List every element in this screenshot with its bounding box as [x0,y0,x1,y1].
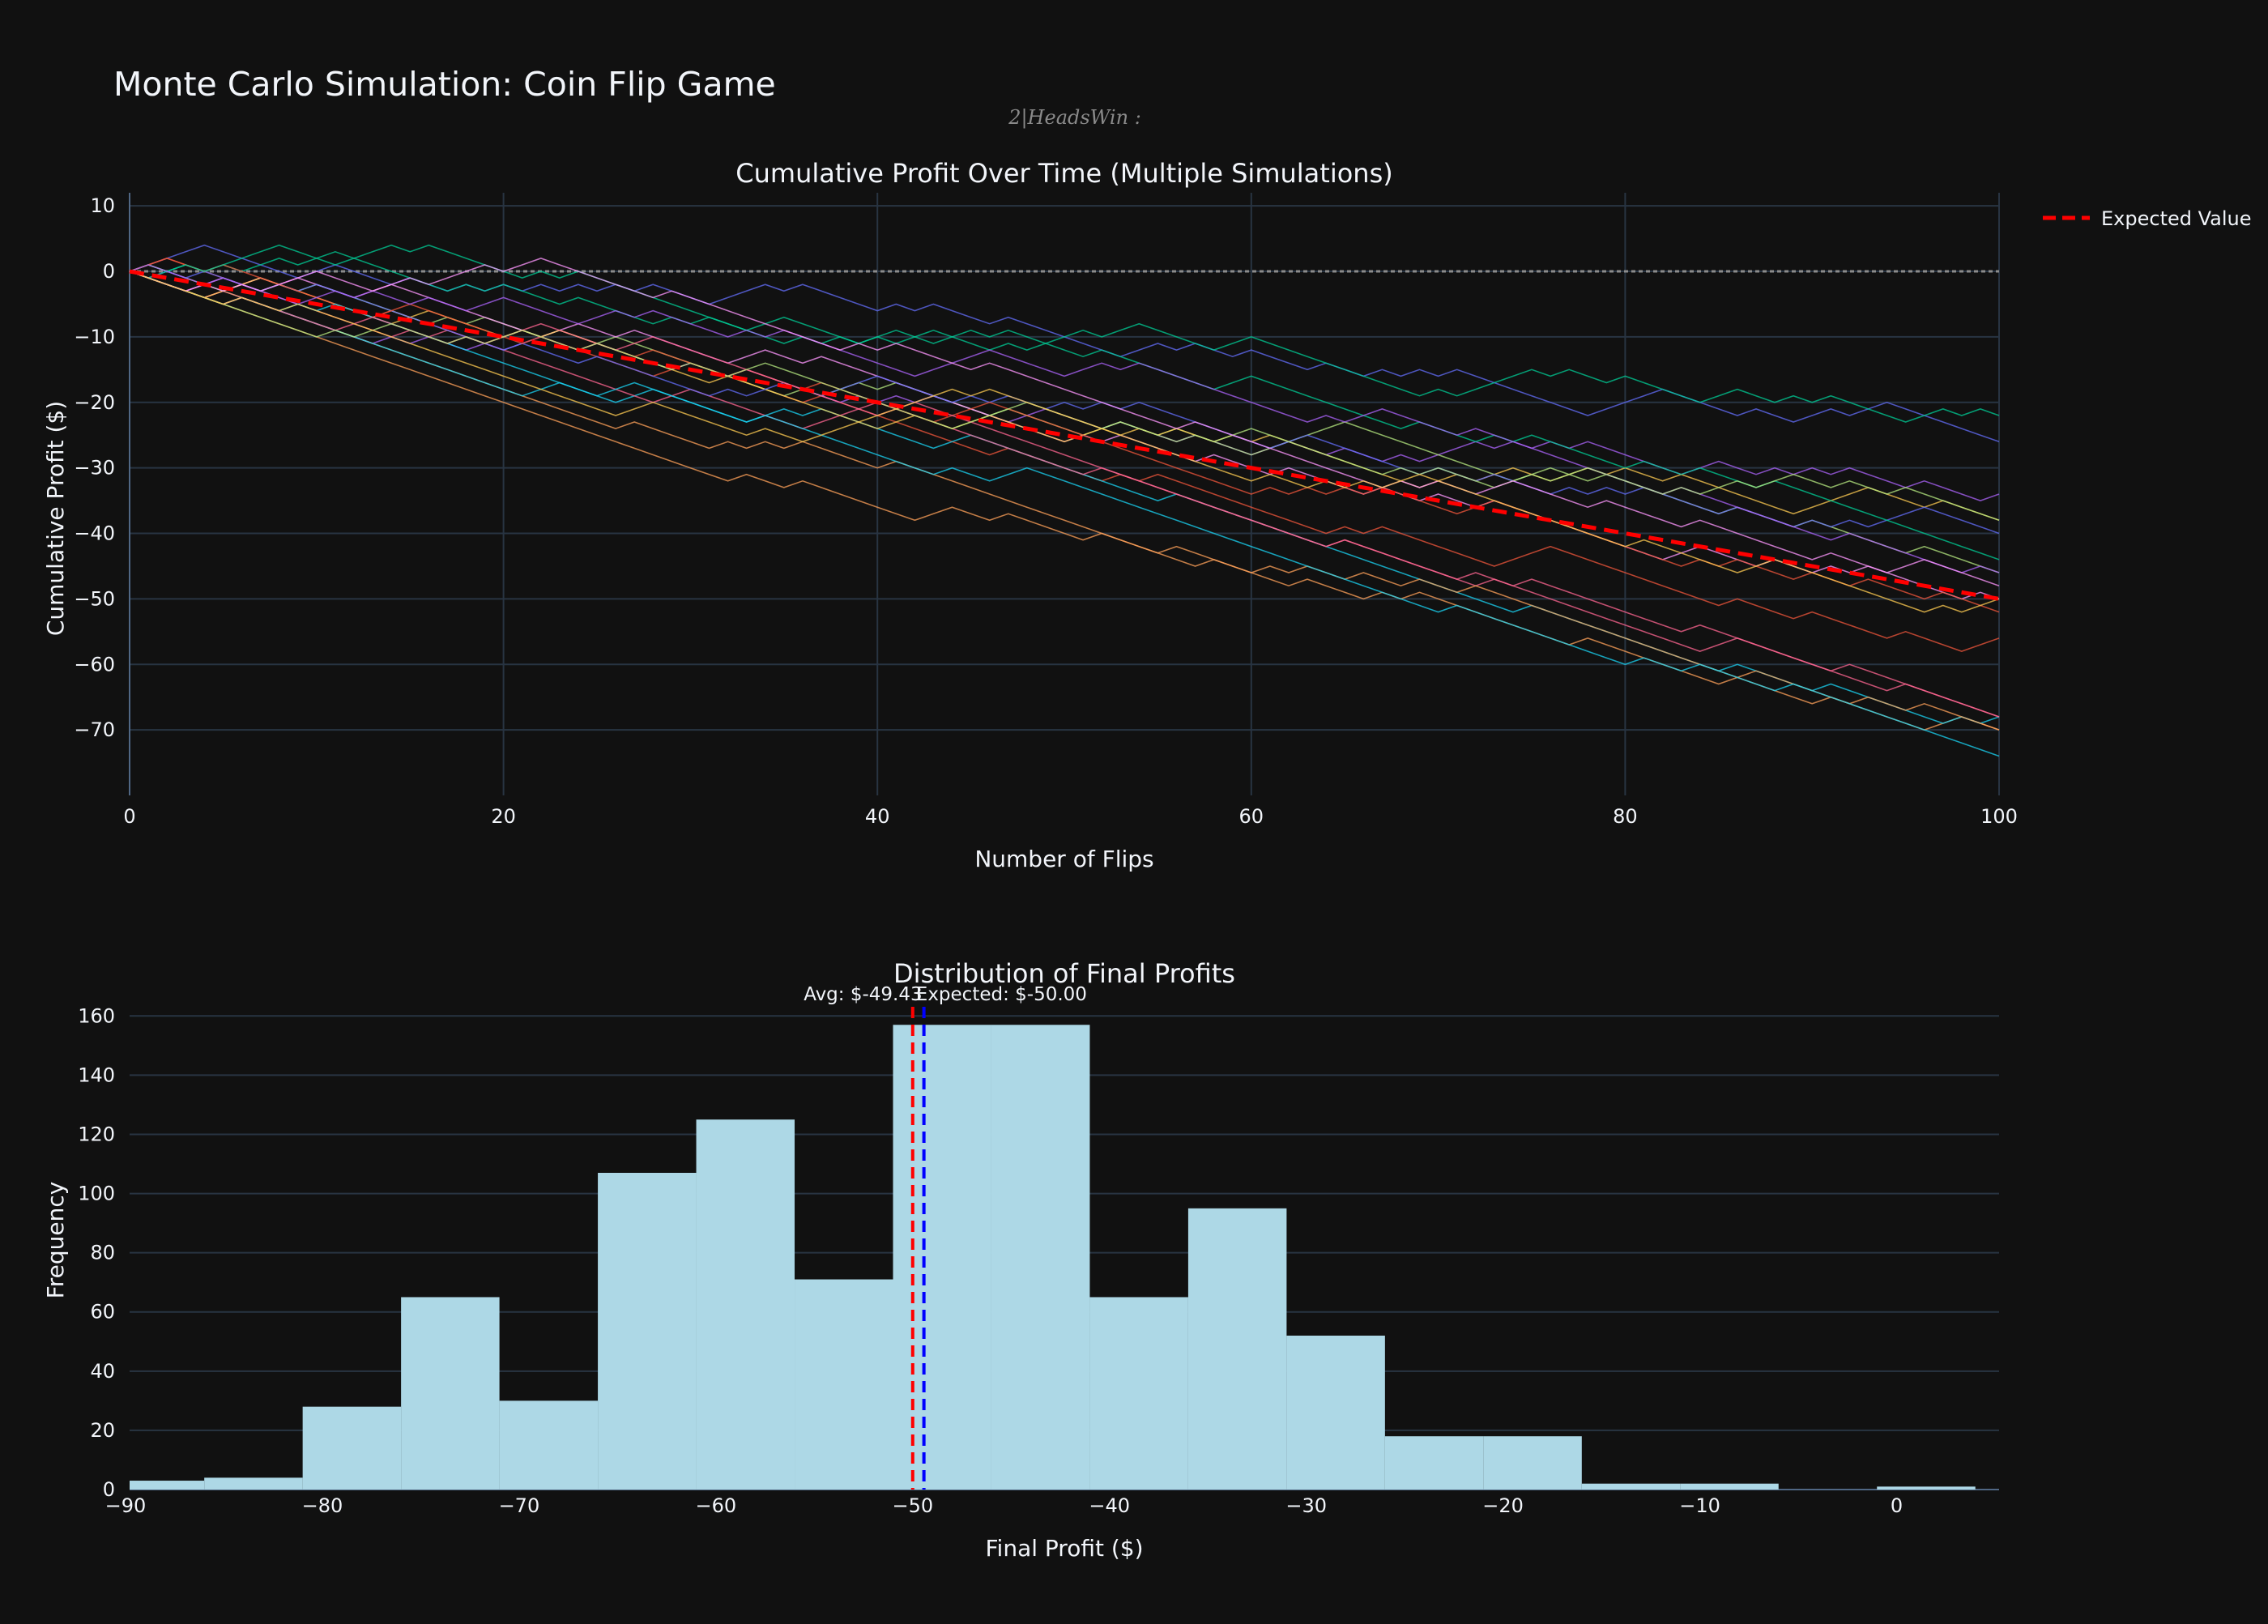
y-tick-label: 120 [78,1123,115,1145]
histogram-bar [1483,1436,1582,1490]
cumulative-profit-xlabel: Number of Flips [974,846,1153,872]
simulation-line [129,244,2000,561]
simulation-line [129,271,2000,718]
figure-title: Monte Carlo Simulation: Coin Flip Game [113,65,776,104]
y-tick-label: 0 [103,1478,115,1501]
x-tick-label: 20 [491,805,516,828]
y-tick-label: −30 [74,457,115,480]
cumulative-profit-title: Cumulative Profit Over Time (Multiple Si… [735,158,1392,189]
histogram-bar [795,1279,893,1490]
simulation-line [129,271,2000,613]
y-tick-label: −40 [74,522,115,545]
simulation-line [129,258,2000,613]
simulation-line [129,258,2000,586]
x-tick-label: 0 [1891,1494,1903,1517]
distribution-ticks: −90 −80 −70 −60 −50 −40 −30 −20 −10 0 0 20 40 60 80 100… [78,1004,1903,1517]
distribution-title: Distribution of Final Profits [893,958,1235,989]
histogram-bar [1089,1297,1188,1490]
histogram-bar [499,1400,599,1490]
histogram-bar [1581,1483,1681,1490]
y-tick-label: −70 [74,718,115,741]
histogram-bar [130,1481,205,1490]
expected-annotation: Expected: $-50.00 [916,984,1087,1005]
y-tick-label: 10 [90,194,115,217]
x-tick-label: 0 [123,805,135,828]
y-tick-label: 0 [103,260,115,283]
simulation-line [129,271,2000,718]
histogram-bar [1384,1436,1484,1490]
x-tick-label: −50 [892,1494,933,1517]
distribution-xlabel: Final Profit ($) [985,1535,1143,1562]
cumulative-profit-gridlines [129,193,2000,795]
simulation-line [129,271,2000,501]
x-tick-label: 100 [1980,805,2018,828]
histogram-bar [1877,1486,1976,1490]
distribution-ylabel: Frequency [42,1182,69,1299]
distribution-panel: −90 −80 −70 −60 −50 −40 −30 −20 −10 0 0 20 40 60 80 100… [42,958,1999,1562]
histogram-bar [401,1297,500,1490]
x-tick-label: 40 [865,805,890,828]
expected-value-line [129,269,2000,601]
y-tick-label: 80 [90,1242,115,1264]
x-tick-label: −10 [1679,1494,1720,1517]
histogram-bar [893,1025,991,1490]
simulation-line [129,271,2000,724]
simulation-line [129,271,2000,731]
histogram-bar [302,1406,402,1490]
expected-value-series [129,269,2000,601]
reference-lines [910,1007,926,1490]
simulation-line [129,271,2000,535]
legend[interactable]: Expected Value [2043,207,2252,230]
x-tick-label: −80 [302,1494,343,1517]
y-tick-label: 140 [78,1063,115,1086]
x-tick-label: −20 [1482,1494,1524,1517]
y-tick-label: 160 [78,1004,115,1027]
x-tick-label: −40 [1089,1494,1130,1517]
histogram-bar [1187,1208,1287,1490]
x-tick-label: 80 [1613,805,1638,828]
histogram-bar [696,1119,795,1490]
histogram-bar [204,1477,303,1490]
x-tick-label: 60 [1239,805,1264,828]
y-tick-label: −10 [74,326,115,348]
histogram-bar [598,1172,697,1490]
simulation-lines [129,244,2000,757]
histogram-bar [1680,1483,1779,1490]
average-annotation: Avg: $-49.43 [804,984,922,1005]
y-tick-label: −20 [74,391,115,414]
x-tick-label: −60 [696,1494,737,1517]
y-tick-label: −50 [74,587,115,610]
x-tick-label: −90 [105,1494,147,1517]
y-tick-label: 60 [90,1301,115,1323]
x-tick-label: −30 [1285,1494,1327,1517]
histogram-bar [1286,1335,1385,1490]
histogram-bars [130,1025,1976,1490]
y-tick-label: 100 [78,1183,115,1205]
legend-expected-label: Expected Value [2101,207,2252,230]
simulation-line [129,244,2000,423]
y-tick-label: 20 [90,1419,115,1442]
y-tick-label: 40 [90,1360,115,1383]
histogram-bar [991,1025,1090,1490]
x-tick-label: −70 [499,1494,540,1517]
figure-subtitle: 2|HeadsWin : [1008,106,1141,130]
y-tick-label: −60 [74,653,115,676]
cumulative-profit-ylabel: Cumulative Profit ($) [42,401,69,636]
